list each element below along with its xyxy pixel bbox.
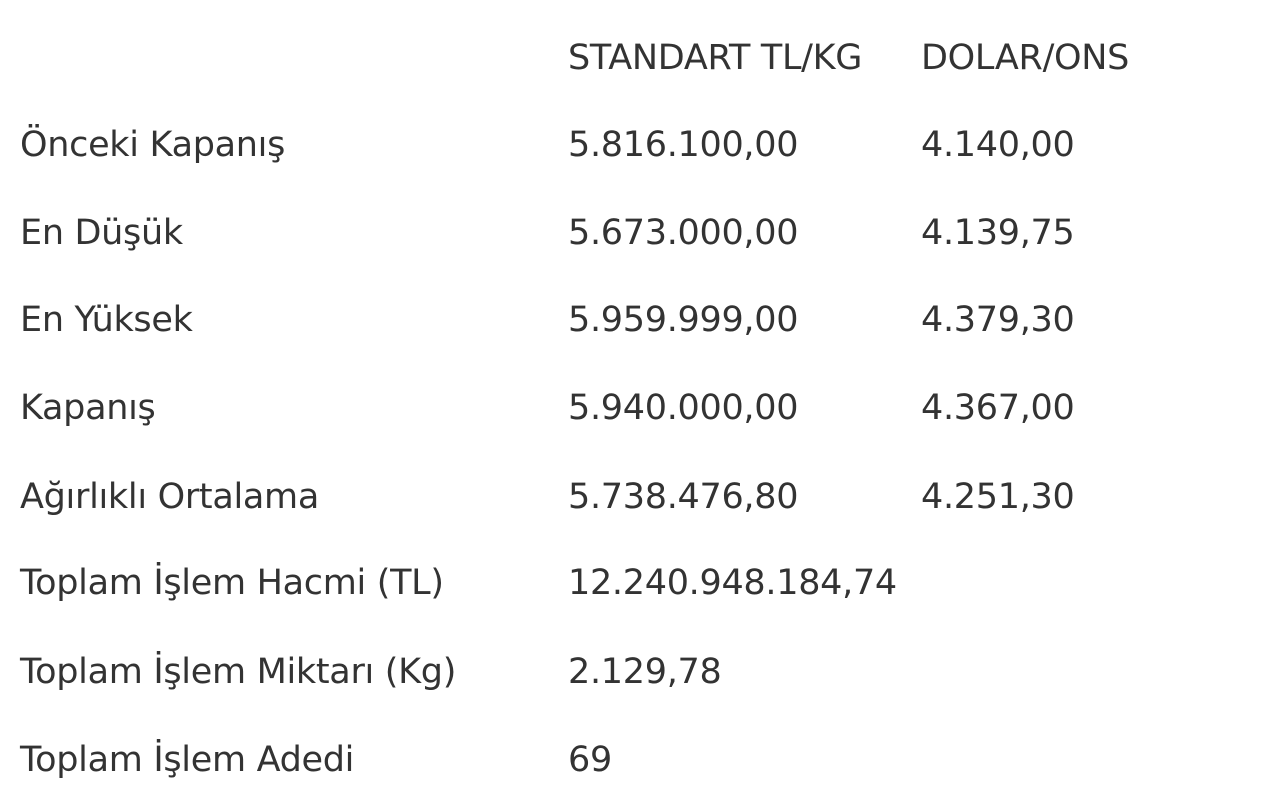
value-dolar-ons: 4.251,30: [921, 477, 1075, 517]
table-row: En Düşük 5.673.000,00 4.139,75: [0, 203, 1280, 263]
table-row: Toplam İşlem Miktarı (Kg) 2.129,78: [0, 642, 1280, 702]
row-label: Toplam İşlem Adedi: [20, 740, 355, 780]
value-dolar-ons: 4.140,00: [921, 125, 1075, 165]
row-label: Toplam İşlem Miktarı (Kg): [20, 652, 457, 692]
value-tl-kg: 12.240.948.184,74: [568, 563, 897, 603]
value-dolar-ons: 4.379,30: [921, 300, 1075, 340]
header-standart-tl-kg: STANDART TL/KG: [568, 38, 863, 78]
value-tl-kg: 5.738.476,80: [568, 477, 799, 517]
table-row: Toplam İşlem Adedi 69: [0, 730, 1280, 790]
value-dolar-ons: 4.139,75: [921, 213, 1075, 253]
table-row: Ağırlıklı Ortalama 5.738.476,80 4.251,30: [0, 467, 1280, 527]
value-tl-kg: 2.129,78: [568, 652, 722, 692]
value-tl-kg: 5.816.100,00: [568, 125, 799, 165]
value-tl-kg: 69: [568, 740, 612, 780]
table-header: STANDART TL/KG DOLAR/ONS: [0, 28, 1280, 88]
row-label: Ağırlıklı Ortalama: [20, 477, 319, 517]
table-row: Toplam İşlem Hacmi (TL) 12.240.948.184,74: [0, 553, 1280, 613]
table-row: Kapanış 5.940.000,00 4.367,00: [0, 378, 1280, 438]
header-dolar-ons: DOLAR/ONS: [921, 38, 1130, 78]
row-label: Toplam İşlem Hacmi (TL): [20, 563, 444, 603]
row-label: En Yüksek: [20, 300, 193, 340]
value-tl-kg: 5.940.000,00: [568, 388, 799, 428]
row-label: Kapanış: [20, 388, 156, 428]
table-row: En Yüksek 5.959.999,00 4.379,30: [0, 290, 1280, 350]
table-row: Önceki Kapanış 5.816.100,00 4.140,00: [0, 115, 1280, 175]
row-label: En Düşük: [20, 213, 183, 253]
row-label: Önceki Kapanış: [20, 125, 286, 165]
value-tl-kg: 5.673.000,00: [568, 213, 799, 253]
value-tl-kg: 5.959.999,00: [568, 300, 799, 340]
value-dolar-ons: 4.367,00: [921, 388, 1075, 428]
